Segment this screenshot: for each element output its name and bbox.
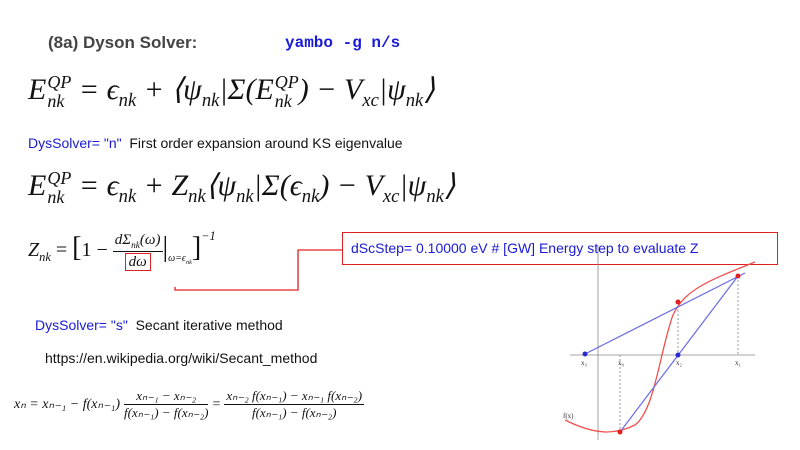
point (582, 351, 588, 357)
sup: QP (274, 72, 299, 93)
sym: Z (28, 239, 40, 262)
note-box: dScStep= 0.10000 eV # [GW] Energy step t… (342, 232, 778, 265)
sym: = ϵ (71, 169, 119, 202)
sym: ) − V (319, 169, 383, 202)
sub: nk (426, 186, 444, 207)
bracket: [ (72, 232, 82, 264)
point (617, 429, 623, 435)
sym: |Σ(ϵ (253, 169, 302, 202)
sym: = (50, 239, 73, 262)
equation-secant: xₙ = xₙ₋₁ − f(xₙ₋₁) xₙ₋₁ − xₙ₋₂ f(xₙ₋₁) −… (14, 388, 365, 421)
command: yambo -g n/s (285, 34, 401, 52)
text: Secant iterative method (135, 317, 283, 333)
url: https://en.wikipedia.org/wiki/Secant_met… (45, 350, 318, 366)
sym: ) − V (298, 73, 363, 106)
secant-graph: x₃ x₀ x₂ x₁ f(x) (563, 245, 756, 440)
sub: nk (405, 90, 424, 111)
sub: nk (201, 90, 220, 111)
label: DysSolver= "n" (28, 135, 122, 151)
sub: nk (188, 186, 206, 207)
equation-z: Znk = [1 − dΣnk(ω) dω |ω=ϵnk]−1 (28, 229, 216, 271)
label: x₂ (676, 359, 683, 367)
line-n: DysSolver= "n" First order expansion aro… (28, 135, 403, 151)
label: x₃ (581, 359, 588, 367)
sub: nk (47, 91, 65, 112)
sub: nk (274, 91, 292, 112)
point (735, 273, 741, 279)
sym: |ψ (399, 169, 427, 202)
numerator: xₙ₋₁ − xₙ₋₂ (124, 388, 209, 405)
denominator: f(xₙ₋₁) − f(xₙ₋₂) (251, 405, 337, 420)
sym: (ω) (139, 232, 161, 248)
title: (8a) Dyson Solver: (48, 33, 198, 52)
text: First order expansion around KS eigenval… (129, 135, 403, 151)
sub: nk (236, 186, 254, 207)
denominator: f(xₙ₋₁) − f(xₙ₋₂) (124, 405, 209, 420)
sub: nk (131, 241, 140, 251)
sym: + Z (136, 169, 189, 202)
point (675, 352, 681, 358)
equation-qp: E QP nk = ϵnk + ⟨ψnk|Σ(E QP nk) − Vxc|ψnk⟩ (28, 72, 435, 112)
sup: QP (47, 72, 72, 93)
sub: nk (39, 250, 51, 265)
sym: |Σ(E (219, 73, 274, 106)
sym: + ⟨ψ (136, 73, 202, 106)
sub: nk (118, 186, 137, 207)
sym: |ψ (378, 73, 406, 106)
label: DysSolver= "s" (35, 317, 128, 333)
sup: −1 (201, 229, 216, 244)
sub: nk (301, 186, 320, 207)
line-s: DysSolver= "s" Secant iterative method (35, 317, 283, 333)
point (675, 299, 681, 305)
sym: ⟩ (443, 169, 456, 202)
curve (564, 261, 756, 433)
bar: | (162, 232, 169, 264)
sub: ω=ϵ (168, 253, 186, 265)
numerator: xₙ₋₂ f(xₙ₋₁) − xₙ₋₁ f(xₙ₋₂) (224, 388, 365, 405)
sup: QP (47, 168, 72, 189)
sub: xc (362, 90, 379, 111)
sym: = (212, 396, 221, 412)
label: f(x) (563, 412, 574, 420)
sym: ⟩ (423, 73, 436, 106)
connector-line (174, 249, 342, 291)
sym: dΣ (114, 232, 132, 248)
sub: nk (118, 90, 137, 111)
sym: ⟨ψ (205, 169, 237, 202)
sym: 1 − (81, 239, 113, 262)
sym: xₙ = xₙ₋₁ − f(xₙ₋₁) (14, 397, 120, 412)
sub: xc (382, 186, 400, 207)
equation-linear: E QP nk = ϵnk + Znk⟨ψnk|Σ(ϵnk) − Vxc|ψnk⟩ (28, 168, 456, 208)
sym: dω (124, 253, 151, 271)
sym: E (28, 169, 47, 202)
sub: nk (185, 259, 192, 267)
bracket: ] (191, 232, 202, 264)
sym: E (28, 73, 47, 106)
label: x₁ (735, 359, 741, 367)
secant (584, 272, 746, 355)
sub: nk (47, 187, 65, 208)
label: x₀ (618, 359, 625, 367)
sym: = ϵ (71, 73, 119, 106)
